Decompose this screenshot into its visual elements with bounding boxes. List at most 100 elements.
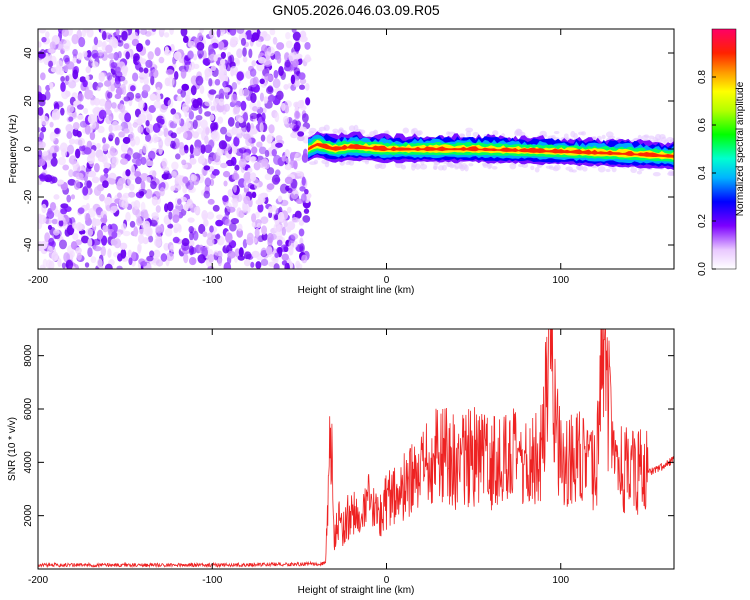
noise-speckle	[145, 176, 152, 183]
noise-speckle	[65, 124, 74, 133]
noise-speckle	[304, 188, 309, 195]
snr-series-line	[38, 329, 674, 569]
noise-speckle	[98, 72, 105, 82]
noise-speckle	[84, 89, 93, 100]
noise-speckle	[218, 88, 225, 99]
noise-speckle	[180, 89, 186, 98]
noise-speckle	[122, 86, 127, 96]
noise-speckle	[114, 107, 119, 113]
noise-speckle	[299, 186, 306, 192]
noise-speckle	[255, 261, 262, 269]
noise-speckle	[231, 172, 240, 181]
band-halo	[565, 166, 573, 171]
noise-speckle	[142, 236, 149, 245]
band-halo	[668, 170, 674, 176]
noise-speckle	[209, 114, 215, 122]
noise-speckle	[70, 194, 76, 200]
noise-speckle	[75, 148, 81, 159]
colorbar: 0.0 0.2 0.4 0.6 0.8 Normalized spectral ampl…	[697, 28, 746, 276]
band-halo	[509, 163, 517, 170]
noise-speckle	[302, 215, 311, 223]
noise-speckle	[290, 74, 296, 85]
noise-speckle	[216, 214, 224, 220]
noise-speckle	[167, 99, 174, 108]
noise-speckle	[70, 240, 78, 250]
spectrogram-x-tick-label: 100	[552, 275, 569, 286]
band-halo	[348, 159, 355, 166]
noise-speckle	[182, 176, 189, 184]
band-halo	[636, 170, 643, 175]
noise-speckle	[170, 108, 177, 115]
noise-speckle	[123, 43, 130, 50]
noise-speckle	[232, 199, 238, 209]
noise-speckle	[218, 62, 224, 70]
noise-speckle	[48, 260, 55, 269]
noise-speckle	[256, 141, 263, 148]
noise-speckle	[127, 147, 134, 156]
noise-speckle	[220, 51, 226, 59]
noise-speckle	[67, 144, 75, 155]
noise-speckle	[208, 44, 214, 55]
noise-speckle	[261, 107, 267, 114]
noise-speckle	[288, 234, 296, 244]
noise-speckle	[236, 71, 244, 81]
noise-speckle	[38, 106, 44, 116]
noise-speckle	[243, 251, 252, 260]
noise-speckle	[138, 99, 145, 110]
noise-speckle	[146, 113, 153, 122]
noise-speckle	[276, 42, 285, 50]
noise-speckle	[267, 237, 273, 248]
noise-speckle	[143, 67, 149, 74]
noise-speckle	[75, 172, 84, 180]
noise-speckle	[147, 150, 156, 160]
noise-speckle	[284, 60, 291, 68]
noise-speckle	[61, 148, 68, 158]
noise-speckle	[285, 32, 291, 40]
noise-speckle	[77, 93, 84, 102]
noise-speckle	[54, 145, 60, 153]
noise-speckle	[229, 29, 237, 36]
noise-speckle	[192, 131, 200, 139]
noise-speckle	[227, 117, 235, 127]
spectrogram-x-tick-label: -100	[202, 275, 222, 286]
noise-speckle	[192, 119, 198, 130]
band-halo	[553, 130, 560, 135]
noise-speckle	[150, 180, 157, 190]
band-halo	[481, 162, 489, 167]
noise-speckle	[38, 158, 46, 167]
spectrogram-y-tick-label: 40	[23, 47, 34, 59]
noise-speckle	[293, 67, 301, 75]
noise-speckle	[174, 153, 181, 160]
noise-speckle	[151, 29, 157, 32]
noise-speckle	[117, 51, 122, 59]
noise-speckle	[110, 205, 119, 212]
noise-speckle	[199, 85, 205, 95]
noise-speckle	[72, 165, 78, 172]
noise-speckle	[192, 230, 199, 241]
noise-speckle	[285, 40, 293, 49]
noise-speckle	[97, 125, 105, 134]
noise-speckle	[242, 47, 247, 57]
noise-speckle	[215, 233, 221, 240]
noise-speckle	[58, 239, 68, 250]
figure-title: GN05.2026.046.03.09.R05	[272, 2, 440, 18]
colorbar-gradient	[711, 28, 737, 270]
noise-speckle	[98, 109, 107, 120]
noise-speckle	[164, 49, 172, 56]
noise-speckle	[51, 251, 59, 262]
noise-speckle	[116, 180, 124, 191]
noise-speckle	[125, 51, 130, 60]
noise-speckle	[304, 82, 310, 91]
noise-speckle	[140, 58, 147, 65]
noise-speckle	[170, 132, 177, 139]
noise-speckle	[266, 86, 274, 95]
noise-speckle	[206, 237, 215, 247]
noise-speckle	[91, 176, 100, 184]
noise-speckle	[284, 163, 292, 171]
band-halo	[530, 165, 535, 171]
band-halo	[348, 125, 356, 132]
noise-speckle	[208, 89, 217, 95]
noise-speckle	[65, 259, 74, 269]
noise-speckle	[259, 78, 265, 85]
